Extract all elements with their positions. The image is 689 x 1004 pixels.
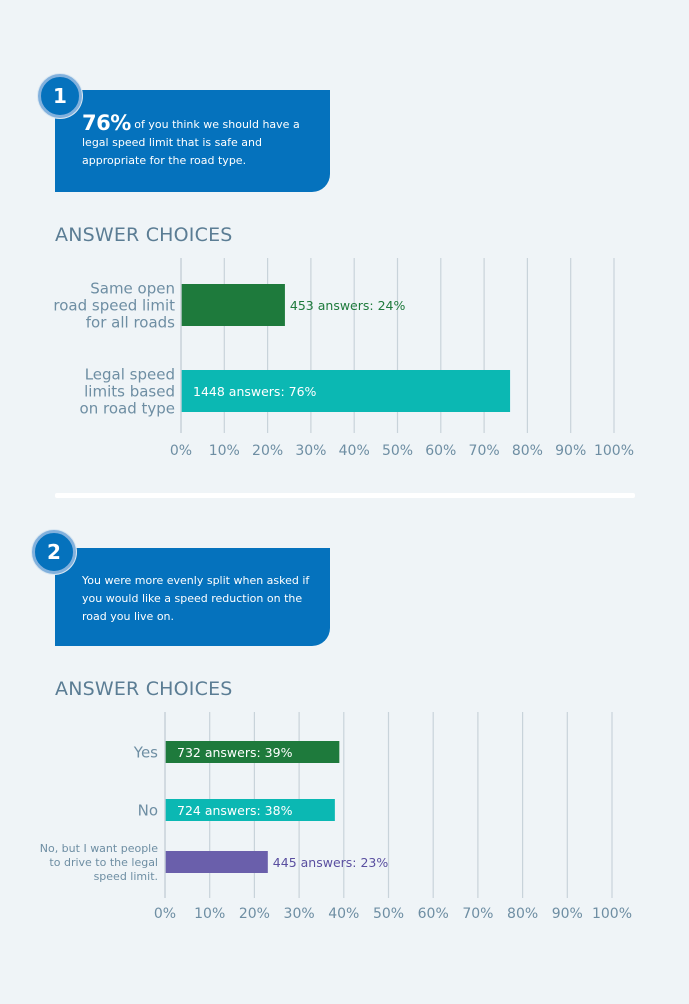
callout-body-2: You were more evenly split when asked if… — [82, 574, 310, 623]
category-label-line-1-0-2: for all roads — [86, 313, 175, 331]
data-label-1-1: 1448 answers: 76% — [193, 384, 317, 399]
category-label-line-2-0-0: Yes — [133, 743, 158, 761]
x-tick-label-2-10: 100% — [592, 906, 632, 922]
x-tick-label-2-1: 10% — [194, 906, 225, 922]
category-label-line-1-0-0: Same open — [90, 279, 175, 297]
bar-1-0 — [181, 284, 285, 326]
category-label-2-0: Yes — [133, 743, 158, 761]
x-tick-label-2-5: 50% — [373, 906, 404, 922]
category-label-1-1: Legal speed limits based on road type — [80, 365, 175, 417]
callout-text-1: 76% of you think we should have a legal … — [82, 111, 312, 170]
x-tick-label-1-8: 80% — [512, 443, 543, 459]
bar-chart-1: 0% 10% 20% 30% 40% 50% 60% 70% 80% 90% 100% 453 ans… — [53, 258, 634, 459]
callout-box-2: You were more evenly split when asked if… — [55, 548, 330, 646]
category-label-line-2-2-2: speed limit. — [94, 870, 158, 883]
data-label-2-0: 732 answers: 39% — [177, 745, 293, 760]
x-tick-label-1-2: 20% — [252, 443, 283, 459]
data-label-1-0: 453 answers: 24% — [290, 298, 406, 313]
category-label-2-2: No, but I want people to drive to the leg… — [40, 842, 158, 883]
x-tick-label-1-0: 0% — [170, 443, 192, 459]
x-tick-label-2-4: 40% — [328, 906, 359, 922]
bar-1-1 — [181, 370, 511, 412]
x-tick-label-1-5: 50% — [382, 443, 413, 459]
data-label-2-1: 724 answers: 38% — [177, 803, 293, 818]
category-label-line-1-1-0: Legal speed — [85, 365, 175, 383]
section-heading-1: ANSWER CHOICES — [55, 224, 233, 246]
section-divider — [55, 493, 635, 498]
x-tick-label-2-7: 70% — [462, 906, 493, 922]
bar-2-0 — [165, 741, 340, 763]
x-tick-label-2-2: 20% — [239, 906, 270, 922]
bar-2-2 — [165, 851, 268, 873]
category-label-line-2-2-0: No, but I want people — [40, 842, 158, 855]
x-tick-label-1-9: 90% — [555, 443, 586, 459]
x-tick-label-1-10: 100% — [594, 443, 634, 459]
x-tick-label-1-7: 70% — [469, 443, 500, 459]
section-number-badge-1: 1 — [38, 74, 82, 118]
category-label-1-0: Same open road speed limit for all roads — [53, 279, 175, 331]
category-label-line-1-0-1: road speed limit — [53, 296, 175, 314]
callout-box-1: 76% of you think we should have a legal … — [55, 90, 330, 192]
callout-body-1: of you think we should have a legal spee… — [82, 118, 300, 167]
x-tick-label-2-3: 30% — [284, 906, 315, 922]
x-tick-label-1-1: 10% — [209, 443, 240, 459]
bar-2-1 — [165, 799, 335, 821]
x-tick-label-2-6: 60% — [418, 906, 449, 922]
section-number-badge-2: 2 — [32, 530, 76, 574]
x-tick-label-2-8: 80% — [507, 906, 538, 922]
callout-text-2: You were more evenly split when asked if… — [82, 572, 312, 626]
category-label-line-2-2-1: to drive to the legal — [49, 856, 158, 869]
x-tick-label-1-4: 40% — [339, 443, 370, 459]
x-tick-label-2-9: 90% — [552, 906, 583, 922]
category-label-line-1-1-2: on road type — [80, 399, 175, 417]
category-label-2-1: No — [138, 801, 158, 819]
category-label-line-2-1-0: No — [138, 801, 158, 819]
x-tick-label-1-6: 60% — [425, 443, 456, 459]
x-tick-label-2-0: 0% — [154, 906, 176, 922]
category-label-line-1-1-1: limits based — [84, 382, 175, 400]
section-heading-2: ANSWER CHOICES — [55, 678, 233, 700]
x-tick-label-1-3: 30% — [295, 443, 326, 459]
callout-highlight-1: 76% — [82, 111, 131, 135]
data-label-2-2: 445 answers: 23% — [273, 855, 389, 870]
